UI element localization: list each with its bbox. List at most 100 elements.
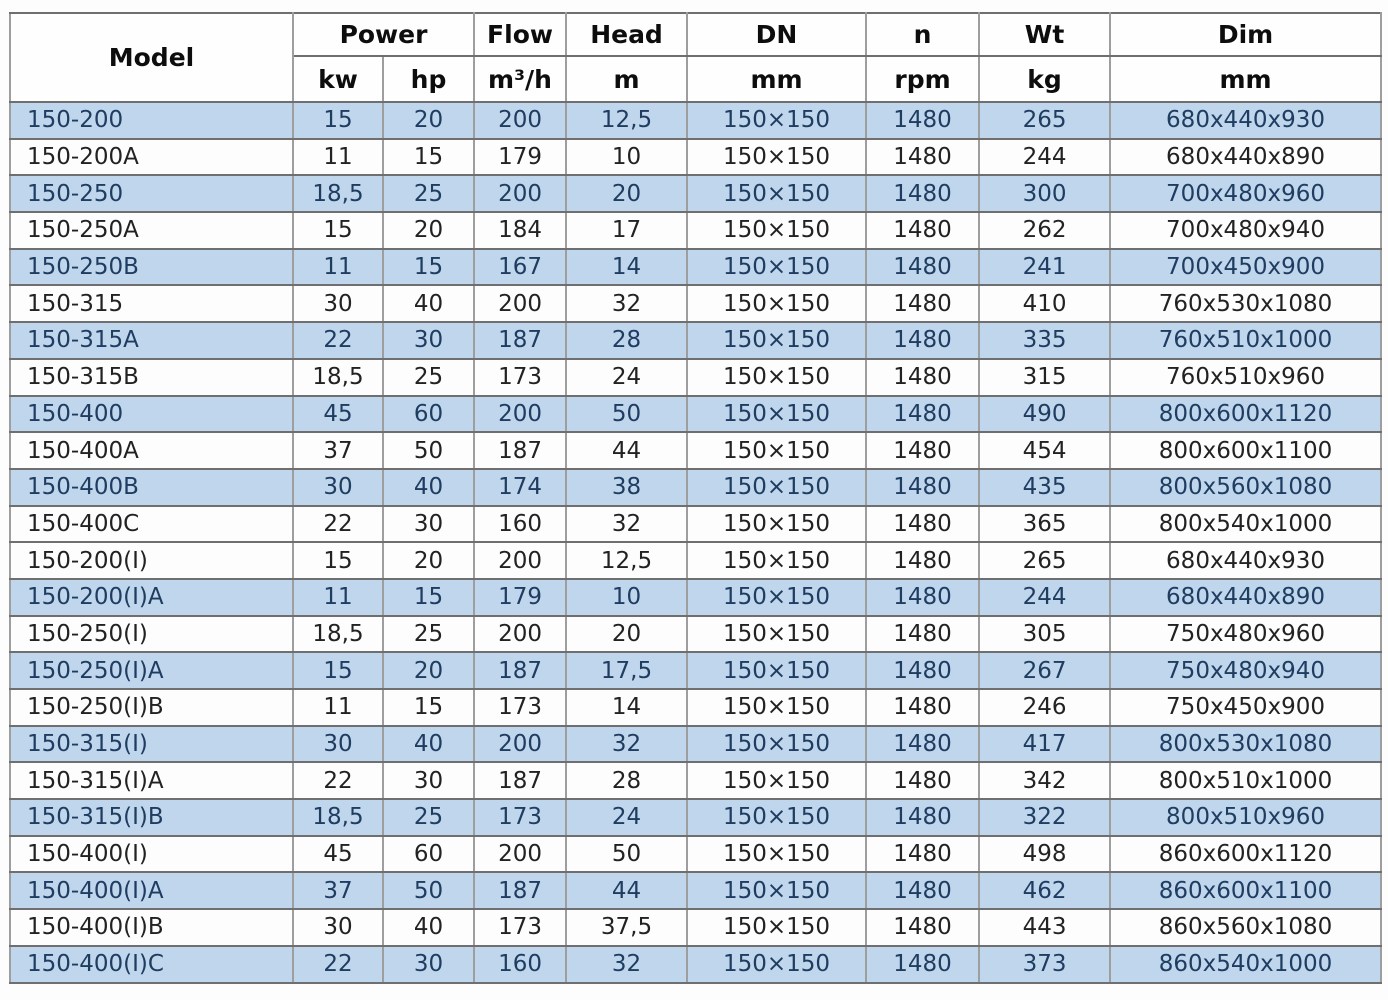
- cell-model: 150-400B: [9, 467, 294, 507]
- cell-rpm: 1480: [865, 724, 981, 764]
- cell-power-hp: 15: [381, 688, 476, 727]
- cell-flow: 200: [473, 614, 568, 654]
- cell-wt: 342: [978, 761, 1112, 801]
- cell-flow: 200: [473, 284, 568, 324]
- cell-power-kw: 15: [292, 651, 384, 690]
- table-row: 150-315B 18,5 25 173 24 150×150 1480 315 760x510…: [9, 357, 1383, 397]
- cell-flow: 200: [473, 101, 568, 140]
- cell-model: 150-400A: [9, 431, 294, 470]
- cell-model: 150-400(I): [9, 834, 294, 874]
- cell-flow: 160: [473, 944, 568, 984]
- cell-model: 150-400C: [9, 504, 294, 544]
- cell-wt: 498: [978, 834, 1112, 874]
- cell-rpm: 1480: [865, 798, 981, 837]
- cell-rpm: 1480: [865, 577, 981, 617]
- unit-header-wt: kg: [978, 55, 1112, 103]
- cell-rpm: 1480: [865, 357, 981, 397]
- cell-rpm: 1480: [865, 834, 981, 874]
- cell-power-kw: 18,5: [292, 798, 384, 837]
- cell-head: 38: [565, 467, 689, 507]
- cell-flow: 179: [473, 137, 568, 177]
- cell-power-hp: 60: [381, 834, 476, 874]
- cell-power-kw: 18,5: [292, 174, 384, 214]
- cell-power-hp: 60: [381, 394, 476, 434]
- column-header-power: Power: [291, 12, 476, 57]
- header-row-titles: Model Power Flow Head DN n Wt Dim: [9, 12, 1383, 103]
- table-row: 150-400(I)A 37 50 187 44 150×150 1480 462 860x60…: [9, 871, 1383, 911]
- cell-dim: 700x480x940: [1109, 211, 1383, 250]
- cell-rpm: 1480: [865, 761, 981, 801]
- table-row: 150-250A 15 20 184 17 150×150 1480 262 700x480x9…: [9, 211, 1383, 250]
- cell-rpm: 1480: [865, 174, 981, 214]
- cell-power-hp: 20: [381, 651, 476, 690]
- cell-power-hp: 20: [381, 541, 476, 580]
- cell-rpm: 1480: [865, 871, 981, 911]
- cell-model: 150-400(I)A: [9, 871, 294, 911]
- cell-power-hp: 40: [381, 284, 476, 324]
- unit-header-flow: m³/h: [473, 55, 568, 103]
- cell-dn: 150×150: [686, 137, 868, 177]
- cell-head: 50: [565, 394, 689, 434]
- cell-rpm: 1480: [865, 247, 981, 287]
- cell-wt: 322: [978, 798, 1112, 837]
- column-header-head: Head: [565, 12, 689, 57]
- cell-head: 17: [565, 211, 689, 250]
- cell-dn: 150×150: [686, 761, 868, 801]
- cell-flow: 174: [473, 467, 568, 507]
- cell-head: 44: [565, 431, 689, 470]
- cell-head: 32: [565, 944, 689, 984]
- cell-power-hp: 25: [381, 174, 476, 214]
- cell-head: 32: [565, 504, 689, 544]
- table-row: 150-250 18,5 25 200 20 150×150 1480 300 700x480x…: [9, 174, 1383, 214]
- cell-dn: 150×150: [686, 908, 868, 947]
- cell-flow: 200: [473, 834, 568, 874]
- cell-head: 28: [565, 761, 689, 801]
- cell-wt: 267: [978, 651, 1112, 690]
- cell-flow: 187: [473, 871, 568, 911]
- cell-dn: 150×150: [686, 504, 868, 544]
- cell-flow: 179: [473, 577, 568, 617]
- cell-wt: 417: [978, 724, 1112, 764]
- cell-power-hp: 30: [381, 761, 476, 801]
- cell-head: 24: [565, 798, 689, 837]
- cell-model: 150-250(I)B: [9, 688, 294, 727]
- cell-rpm: 1480: [865, 431, 981, 470]
- cell-power-kw: 11: [292, 577, 384, 617]
- cell-flow: 187: [473, 761, 568, 801]
- cell-power-hp: 20: [381, 211, 476, 250]
- cell-rpm: 1480: [865, 394, 981, 434]
- table-row: 150-400 45 60 200 50 150×150 1480 490 800x600x11…: [9, 394, 1383, 434]
- cell-flow: 184: [473, 211, 568, 250]
- cell-dn: 150×150: [686, 724, 868, 764]
- pump-spec-table: Model Power Flow Head DN n Wt Dim kw hp …: [9, 12, 1383, 984]
- cell-power-kw: 30: [292, 908, 384, 947]
- unit-header-n: rpm: [865, 55, 981, 103]
- column-header-flow: Flow: [473, 12, 568, 57]
- table-row: 150-315(I)B 18,5 25 173 24 150×150 1480 322 800x…: [9, 798, 1383, 837]
- table-row: 150-200(I)A 11 15 179 10 150×150 1480 244 680x44…: [9, 577, 1383, 617]
- cell-dn: 150×150: [686, 577, 868, 617]
- cell-wt: 265: [978, 101, 1112, 140]
- cell-power-kw: 45: [292, 394, 384, 434]
- cell-wt: 265: [978, 541, 1112, 580]
- cell-dim: 700x450x900: [1109, 247, 1383, 287]
- cell-head: 24: [565, 357, 689, 397]
- cell-power-hp: 40: [381, 724, 476, 764]
- cell-power-hp: 40: [381, 467, 476, 507]
- cell-dim: 800x540x1000: [1109, 504, 1383, 544]
- cell-dn: 150×150: [686, 357, 868, 397]
- table-row: 150-250(I) 18,5 25 200 20 150×150 1480 305 750x4…: [9, 614, 1383, 654]
- cell-power-kw: 30: [292, 284, 384, 324]
- cell-power-kw: 22: [292, 944, 384, 984]
- cell-rpm: 1480: [865, 614, 981, 654]
- cell-dn: 150×150: [686, 284, 868, 324]
- cell-head: 17,5: [565, 651, 689, 690]
- cell-rpm: 1480: [865, 211, 981, 250]
- cell-rpm: 1480: [865, 137, 981, 177]
- cell-power-kw: 22: [292, 321, 384, 360]
- cell-flow: 187: [473, 321, 568, 360]
- cell-flow: 173: [473, 688, 568, 727]
- cell-flow: 200: [473, 394, 568, 434]
- table-row: 150-400(I)C 22 30 160 32 150×150 1480 373 860x54…: [9, 944, 1383, 984]
